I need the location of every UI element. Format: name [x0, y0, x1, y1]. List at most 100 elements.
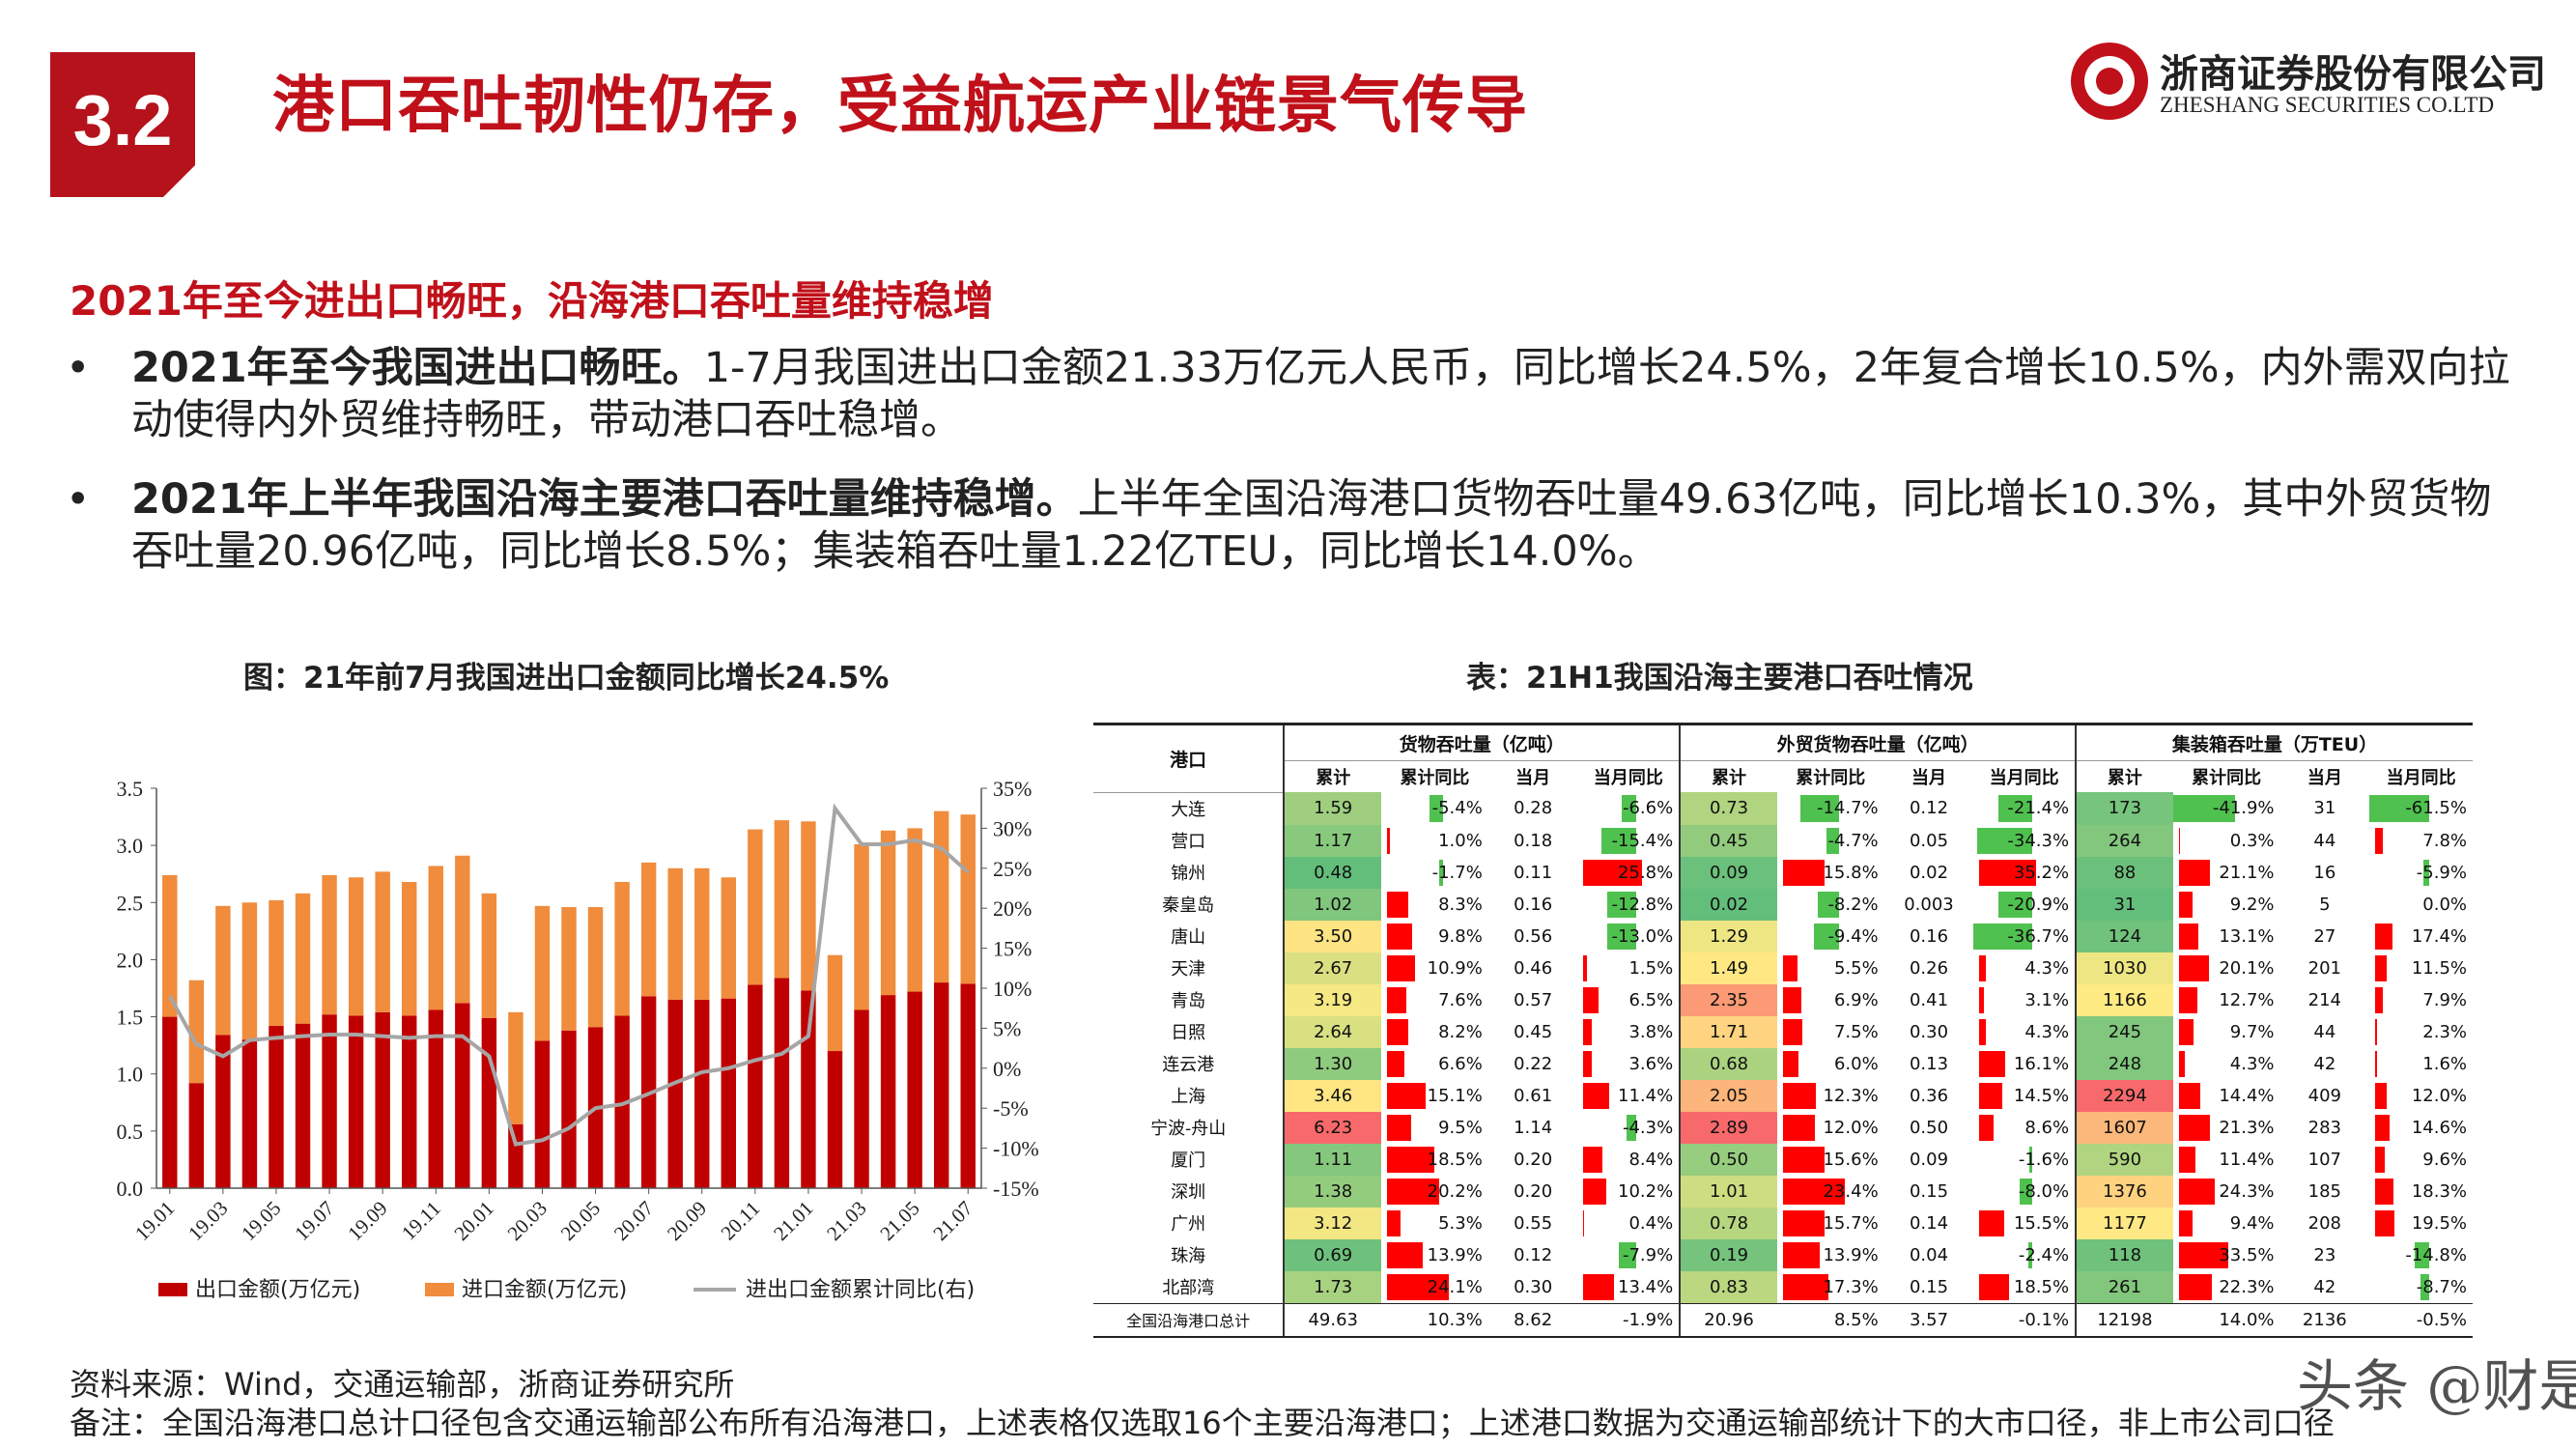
- export-bar: [215, 1035, 231, 1188]
- value-cell: 2.64: [1283, 1015, 1382, 1048]
- value-cell: 124: [2075, 920, 2173, 952]
- positive-bar: [1387, 1018, 1408, 1045]
- positive-bar: [1782, 1241, 1821, 1268]
- legend-swatch-export: [158, 1283, 187, 1296]
- positive-bar: [2178, 1178, 2215, 1205]
- positive-bar: [2375, 1114, 2390, 1141]
- y-tick-label: 0.0: [117, 1177, 144, 1201]
- export-bar: [667, 999, 683, 1188]
- table-row: 深圳 1.38 20.2% 0.20 10.2% 1.01 23.4% 0.15 -8.0% 13…: [1093, 1175, 2473, 1208]
- port-name: 大连: [1171, 800, 1206, 820]
- value-cell: 0.04: [1909, 1244, 1949, 1265]
- column-header: 累计同比: [1796, 768, 1866, 788]
- positive-bar: [1782, 1178, 1846, 1205]
- export-bar: [481, 1017, 497, 1188]
- growth-cell: -21.4%: [1973, 792, 2076, 825]
- negative-bar: [1429, 795, 1444, 822]
- negative-bar: [1826, 827, 1840, 854]
- growth-cell: -8.0%: [1973, 1176, 2076, 1208]
- export-bar: [375, 1011, 390, 1188]
- growth-cell: 12.0%: [2369, 1080, 2473, 1112]
- import-bar: [880, 830, 896, 996]
- y2-tick-label: -10%: [993, 1137, 1039, 1161]
- negative-bar: [2028, 1241, 2033, 1268]
- x-tick-label: 19.09: [343, 1197, 391, 1245]
- positive-bar: [1387, 1082, 1427, 1109]
- import-bar: [481, 893, 497, 1018]
- bullet-dot: •: [66, 344, 91, 392]
- positive-bar: [2178, 891, 2193, 918]
- table-subheader: 累计 累计同比 当月 当月同比 累计 累计同比 当月 当月同比 累计 累计同比 当月 当月同比: [1093, 760, 2473, 792]
- value-cell: 1.59: [1283, 792, 1382, 825]
- growth-cell: 9.4%: [2173, 1208, 2280, 1239]
- growth-cell: 6.9%: [1777, 984, 1884, 1016]
- growth-cell: 3.1%: [1973, 984, 2076, 1016]
- positive-bar: [2178, 1114, 2211, 1141]
- section-badge: 3.2: [50, 52, 195, 197]
- export-bar: [721, 998, 737, 1188]
- table-title: 表：21H1我国沿海主要港口吞吐情况: [1466, 661, 1973, 696]
- positive-bar: [2178, 1209, 2194, 1236]
- positive-bar: [1387, 923, 1413, 950]
- negative-bar: [1997, 795, 2033, 822]
- negative-bar: [2369, 795, 2430, 822]
- positive-bar: [1782, 954, 1798, 981]
- positive-bar: [1782, 1146, 1825, 1173]
- table-row: 宁波-舟山 6.23 9.5% 1.14 -4.3% 2.89 12.0% 0.50 8.6% 1…: [1093, 1111, 2473, 1144]
- export-bar: [348, 1015, 364, 1188]
- table-row: 厦门 1.11 18.5% 0.20 8.4% 0.50 15.6% 0.09 -1.6% 590…: [1093, 1143, 2473, 1176]
- positive-bar: [1782, 1018, 1803, 1045]
- positive-bar: [2375, 986, 2384, 1013]
- growth-cell: 23.4%: [1777, 1176, 1884, 1208]
- value-cell: 0.02: [1909, 862, 1949, 883]
- positive-bar: [2178, 859, 2211, 886]
- value-cell: 0.61: [1514, 1085, 1553, 1106]
- negative-bar: [1799, 795, 1840, 822]
- port-name: 唐山: [1171, 927, 1206, 948]
- column-header: 当月: [1911, 768, 1946, 788]
- growth-cell: 6.0%: [1777, 1048, 1884, 1080]
- growth-cell: 19.5%: [2369, 1208, 2473, 1239]
- value-cell: 1.02: [1283, 888, 1382, 921]
- value-cell: 0.78: [1679, 1207, 1777, 1239]
- column-header: 累计同比: [2192, 768, 2262, 788]
- y2-tick-label: 25%: [993, 857, 1032, 881]
- column-header: 累计: [1679, 760, 1777, 792]
- import-bar: [907, 828, 922, 992]
- value-cell: 49.63: [1283, 1302, 1382, 1336]
- value-cell: 0.26: [1909, 957, 1949, 979]
- growth-cell: -20.9%: [1973, 889, 2076, 921]
- group-header: 集装箱吞吐量（万TEU）: [2075, 725, 2473, 761]
- value-cell: 3.12: [1283, 1207, 1382, 1239]
- growth-cell: 7.8%: [2369, 825, 2473, 857]
- export-bar: [322, 1014, 337, 1188]
- positive-bar: [1583, 1018, 1593, 1045]
- port-name: 宁波-舟山: [1150, 1119, 1227, 1139]
- port-name: 北部湾: [1162, 1278, 1215, 1298]
- value-cell: 0.13: [1909, 1053, 1949, 1074]
- value-cell: 214: [2307, 989, 2342, 1010]
- port-name: 营口: [1171, 832, 1206, 852]
- y-tick-label: 3.5: [117, 777, 144, 801]
- growth-cell: 1.0%: [1381, 825, 1488, 857]
- positive-bar: [2375, 1082, 2388, 1109]
- growth-cell: 17.4%: [2369, 921, 2473, 952]
- source-note: 资料来源：Wind，交通运输部，浙商证券研究所: [70, 1366, 735, 1403]
- value-cell: 264: [2075, 824, 2173, 857]
- growth-cell: 6.6%: [1381, 1048, 1488, 1080]
- value-cell: 0.56: [1514, 925, 1553, 947]
- value-cell: 23: [2313, 1244, 2336, 1265]
- value-cell: 0.30: [1514, 1276, 1553, 1297]
- export-bar: [827, 1051, 843, 1188]
- growth-cell: -1.9%: [1577, 1302, 1681, 1336]
- negative-bar: [1607, 891, 1637, 918]
- positive-bar: [2178, 1018, 2194, 1045]
- positive-bar: [1387, 1273, 1450, 1300]
- value-cell: 0.12: [1514, 1244, 1553, 1265]
- growth-cell: -0.1%: [1973, 1302, 2077, 1336]
- table-row: 营口 1.17 1.0% 0.18 -15.4% 0.45 -4.7% 0.05 -34.3% 2…: [1093, 824, 2473, 857]
- growth-cell: 12.0%: [1777, 1112, 1884, 1144]
- positive-bar: [1387, 1050, 1404, 1077]
- port-name: 深圳: [1171, 1182, 1206, 1203]
- value-cell: 1.01: [1679, 1175, 1777, 1208]
